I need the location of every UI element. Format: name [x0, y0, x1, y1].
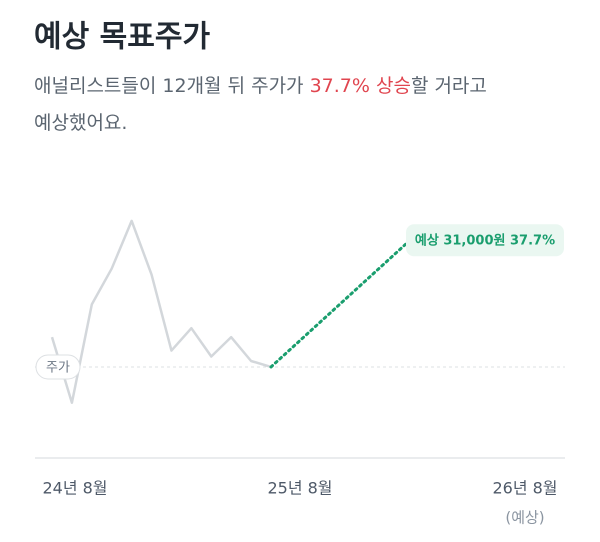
subtitle-text: 할 거라고	[411, 75, 487, 97]
target-label: 예상 31,000원 37.7%	[415, 233, 555, 249]
x-tick-label: 26년 8월	[492, 479, 557, 498]
forecast-line	[269, 238, 412, 369]
price-label: 주가	[46, 360, 70, 375]
x-tick-label: 24년 8월	[42, 479, 107, 498]
subtitle-text: 예상했어요.	[34, 112, 127, 134]
price-pill	[35, 354, 81, 380]
target-pill	[406, 224, 564, 257]
x-note: (예상)	[505, 509, 544, 527]
price-line	[50, 219, 272, 404]
title: 예상 목표주가	[34, 20, 210, 55]
x-tick-label: 25년 8월	[267, 479, 332, 498]
subtitle-text: 애널리스트들이 12개월 뒤 주가가	[34, 75, 310, 97]
subtitle-highlight: 37.7% 상승	[310, 75, 411, 97]
